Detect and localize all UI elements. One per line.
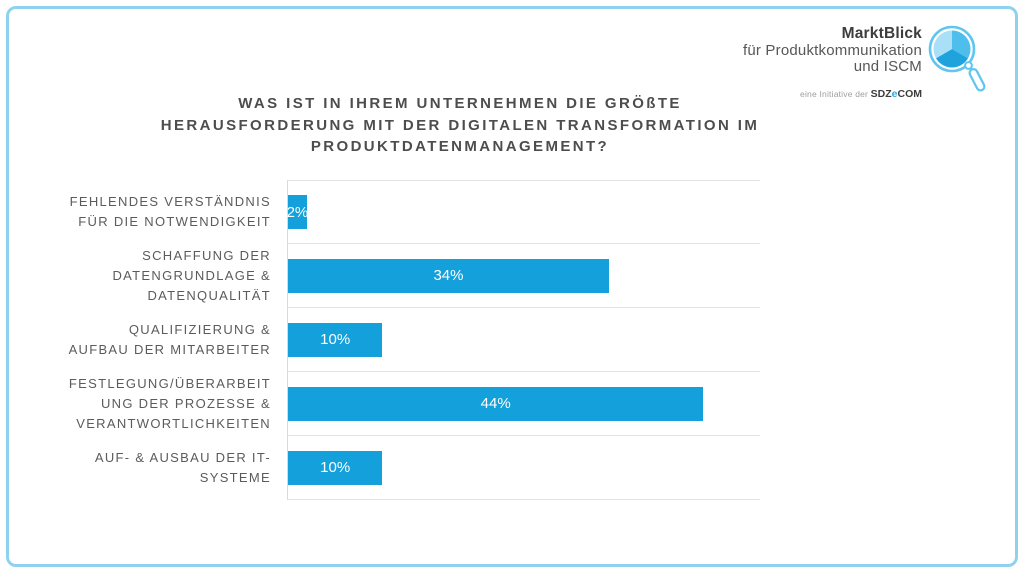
sdzecom-brand: SDZeCOM	[870, 88, 922, 100]
bar-value-label: 34%	[433, 267, 464, 284]
brand-name: MarktBlick	[841, 25, 922, 42]
chart-row: AUF- & AUSBAU DER IT- SYSTEME 10%	[45, 436, 760, 500]
chart-row: FESTLEGUNG/ÜBERARBEIT UNG DER PROZESSE &…	[45, 372, 760, 436]
category-label: SCHAFFUNG DER DATENGRUNDLAGE & DATENQUAL…	[112, 248, 271, 303]
category-label: FEHLENDES VERSTÄNDNIS FÜR DIE NOTWENDIGK…	[69, 194, 271, 229]
chart-row: FEHLENDES VERSTÄNDNIS FÜR DIE NOTWENDIGK…	[45, 180, 760, 244]
chart-title-line2: HERAUSFORDERUNG MIT DER DIGITALEN TRANSF…	[160, 116, 760, 134]
bar-value-label: 44%	[480, 395, 511, 412]
initiative-prefix: eine Initiative der	[800, 89, 869, 99]
brand-logo-text: MarktBlick für Produktkommunikation und …	[742, 25, 922, 76]
category-label: QUALIFIZIERUNG & AUFBAU DER MITARBEITER	[68, 322, 271, 357]
chart-title: WAS IST IN IHREM UNTERNEHMEN DIE GRÖßTE …	[160, 93, 760, 158]
magnifier-pie-icon	[928, 25, 986, 92]
sdzecom-blue-e: e	[891, 88, 898, 100]
bar: 10%	[288, 450, 383, 485]
bar-track: 10%	[287, 308, 760, 372]
chart-row: QUALIFIZIERUNG & AUFBAU DER MITARBEITER 1…	[45, 308, 760, 372]
initiative-line: eine Initiative der SDZeCOM	[800, 88, 922, 100]
bar-track: 44%	[287, 372, 760, 436]
bar-track: 10%	[287, 436, 760, 500]
chart-title-line3: PRODUKTDATENMANAGEMENT?	[310, 138, 610, 155]
brand-subtitle-line1: für Produktkommunikation	[742, 41, 922, 59]
bar-value-label: 10%	[320, 459, 351, 476]
brand-subtitle-line2: und ISCM	[853, 58, 922, 75]
bar: 44%	[288, 386, 704, 421]
bar: 2%	[286, 195, 309, 229]
bar-track: 34%	[287, 244, 760, 308]
bar-chart: FEHLENDES VERSTÄNDNIS FÜR DIE NOTWENDIGK…	[45, 180, 760, 500]
bar: 34%	[288, 258, 609, 293]
bar-value-label: 10%	[320, 331, 351, 348]
bar: 10%	[288, 322, 383, 357]
category-label: AUF- & AUSBAU DER IT- SYSTEME	[94, 450, 271, 485]
chart-row: SCHAFFUNG DER DATENGRUNDLAGE & DATENQUAL…	[45, 244, 760, 308]
bar-value-label: 2%	[286, 203, 309, 221]
bar-track: 2%	[287, 180, 760, 244]
chart-title-line1: WAS IST IN IHREM UNTERNEHMEN DIE GRÖßTE	[238, 95, 682, 112]
category-label: FESTLEGUNG/ÜBERARBEIT UNG DER PROZESSE &…	[68, 376, 271, 431]
